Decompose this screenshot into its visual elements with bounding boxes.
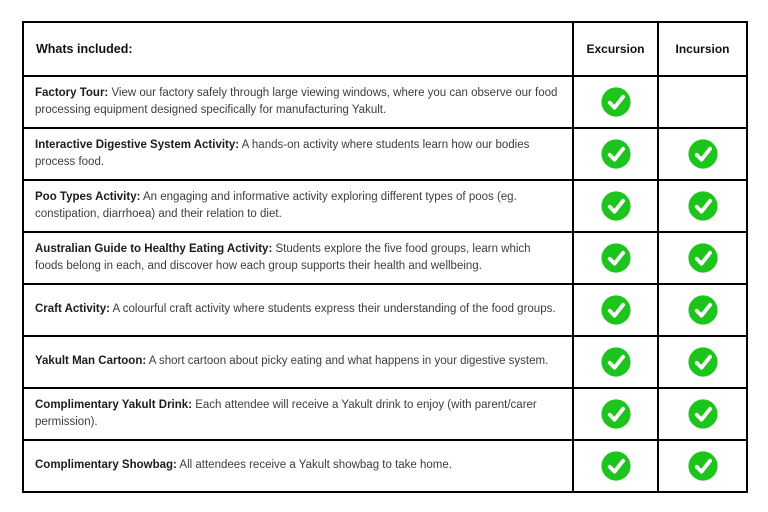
row-title: Factory Tour: [35, 86, 109, 99]
check-icon [600, 451, 631, 481]
incursion-cell [657, 439, 748, 493]
excursion-cell [572, 127, 659, 181]
row-description: View our factory safely through large vi… [35, 86, 558, 116]
inclusions-table: Whats included: Excursion Incursion Fact… [22, 21, 748, 493]
column-header-incursion: Incursion [657, 21, 748, 77]
row-title: Yakult Man Cartoon: [35, 355, 147, 368]
table-row-healthy-eating: Australian Guide to Healthy Eating Activ… [22, 231, 748, 285]
check-icon [600, 139, 631, 169]
check-icon [600, 191, 631, 221]
excursion-cell [572, 335, 659, 389]
table-row-digestive-activity: Interactive Digestive System Activity: A… [22, 127, 748, 181]
row-text-cell: Australian Guide to Healthy Eating Activ… [22, 231, 574, 285]
row-description: All attendees receive a Yakult showbag t… [179, 459, 452, 472]
row-text-cell: Complimentary Yakult Drink: Each attende… [22, 387, 574, 441]
table-row-poo-types: Poo Types Activity: An engaging and info… [22, 179, 748, 233]
excursion-cell [572, 439, 659, 493]
check-icon [600, 399, 631, 429]
row-description: A colourful craft activity where student… [112, 303, 556, 316]
excursion-cell [572, 231, 659, 285]
incursion-cell [657, 127, 748, 181]
incursion-cell [657, 283, 748, 337]
check-icon [687, 451, 718, 481]
check-icon [600, 295, 631, 325]
included-header: Whats included: [22, 21, 574, 77]
incursion-cell [657, 335, 748, 389]
table-body: Factory Tour: View our factory safely th… [22, 75, 748, 493]
row-title: Poo Types Activity: [35, 190, 141, 203]
check-icon [687, 139, 718, 169]
column-header-excursion: Excursion [572, 21, 659, 77]
row-text-cell: Yakult Man Cartoon: A short cartoon abou… [22, 335, 574, 389]
excursion-cell [572, 179, 659, 233]
row-text-cell: Factory Tour: View our factory safely th… [22, 75, 574, 129]
row-text-cell: Poo Types Activity: An engaging and info… [22, 179, 574, 233]
row-description: An engaging and informative activity exp… [35, 190, 517, 220]
row-text-cell: Interactive Digestive System Activity: A… [22, 127, 574, 181]
incursion-cell [657, 387, 748, 441]
excursion-cell [572, 387, 659, 441]
excursion-cell [572, 75, 659, 129]
check-icon [600, 347, 631, 377]
check-icon [687, 295, 718, 325]
row-title: Australian Guide to Healthy Eating Activ… [35, 242, 273, 255]
header-row: Whats included: Excursion Incursion [22, 21, 748, 77]
row-text-cell: Complimentary Showbag: All attendees rec… [22, 439, 574, 493]
row-description: A short cartoon about picky eating and w… [148, 355, 549, 368]
row-description: Students explore the five food groups, l… [35, 242, 531, 272]
row-text-cell: Craft Activity: A colourful craft activi… [22, 283, 574, 337]
table-row-factory-tour: Factory Tour: View our factory safely th… [22, 75, 748, 129]
table-row-showbag: Complimentary Showbag: All attendees rec… [22, 439, 748, 493]
check-icon [600, 87, 631, 117]
check-icon [687, 191, 718, 221]
row-title: Craft Activity: [35, 303, 110, 316]
incursion-cell [657, 231, 748, 285]
table-row-yakult-man-cartoon: Yakult Man Cartoon: A short cartoon abou… [22, 335, 748, 389]
row-description: Each attendee will receive a Yakult drin… [35, 398, 537, 428]
table-row-yakult-drink: Complimentary Yakult Drink: Each attende… [22, 387, 748, 441]
check-icon [687, 399, 718, 429]
row-title: Interactive Digestive System Activity: [35, 138, 240, 151]
row-title: Complimentary Yakult Drink: [35, 398, 192, 411]
excursion-cell [572, 283, 659, 337]
row-title: Complimentary Showbag: [35, 459, 177, 472]
row-description: A hands-on activity where students learn… [35, 138, 530, 168]
table-row-craft-activity: Craft Activity: A colourful craft activi… [22, 283, 748, 337]
incursion-cell [657, 75, 748, 129]
check-icon [600, 243, 631, 273]
incursion-cell [657, 179, 748, 233]
check-icon [687, 347, 718, 377]
check-icon [687, 243, 718, 273]
